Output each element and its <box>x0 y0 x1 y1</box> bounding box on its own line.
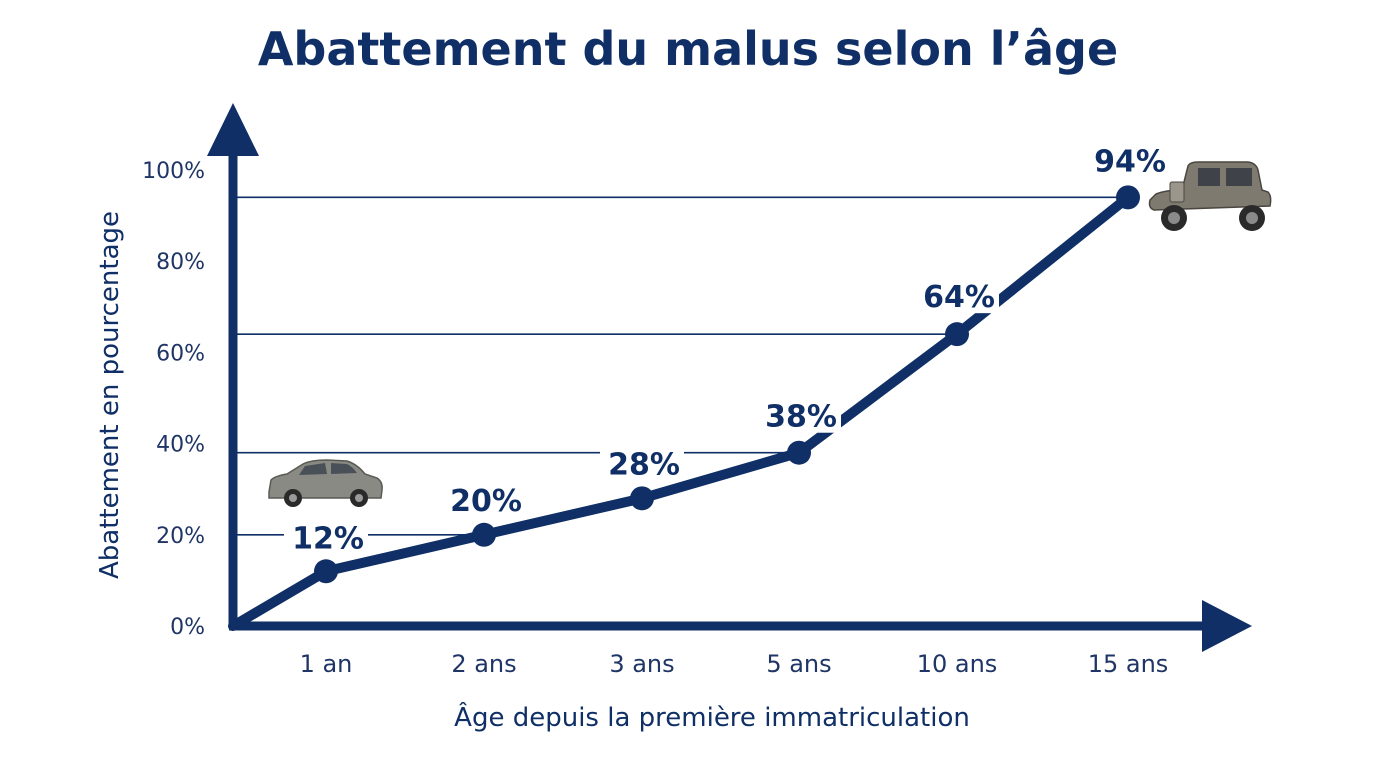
data-label-background <box>1086 141 1170 178</box>
y-tick-labels: 0% 20% 40% 60% 80% 100% <box>142 159 205 640</box>
y-tick-label: 100% <box>142 159 205 184</box>
x-tick-label: 1 an <box>300 650 353 678</box>
x-tick-label: 15 ans <box>1088 650 1169 678</box>
data-label: 12% <box>292 521 364 556</box>
modern-car-icon <box>268 459 383 507</box>
x-tick-label: 3 ans <box>609 650 674 678</box>
y-tick-label: 60% <box>156 341 205 366</box>
data-label-background <box>600 444 684 481</box>
data-point <box>1116 185 1140 210</box>
y-axis-title: Abattement en pourcentage <box>95 211 125 579</box>
chart-title: Abattement du malus selon l’âge <box>257 22 1119 76</box>
y-tick-label: 40% <box>156 433 205 458</box>
y-tick-label: 20% <box>156 524 205 549</box>
x-tick-labels: 1 an 2 ans 3 ans 5 ans 10 ans 15 ans <box>300 650 1169 678</box>
data-label: 94% <box>1094 144 1166 179</box>
data-point <box>314 559 338 584</box>
data-label: 20% <box>450 484 522 519</box>
y-axis-arrow <box>207 103 259 156</box>
data-label-background <box>442 480 526 517</box>
reference-lines <box>233 196 1128 536</box>
series-line <box>228 192 1133 631</box>
data-label: 64% <box>923 280 995 315</box>
x-axis-arrow <box>1202 600 1252 652</box>
x-axis-title: Âge depuis la première immatriculation <box>454 701 970 733</box>
data-point <box>945 322 969 347</box>
data-point <box>472 522 496 547</box>
data-points <box>314 185 1140 584</box>
data-label-background <box>757 396 841 433</box>
data-label-background <box>915 277 999 314</box>
data-point <box>630 486 654 511</box>
x-tick-label: 5 ans <box>766 650 831 678</box>
data-label-background <box>284 518 368 555</box>
data-label: 38% <box>765 400 837 435</box>
y-tick-label: 80% <box>156 250 205 275</box>
data-labels: 12% 20% 28% 38% 64% 94% <box>284 141 1170 556</box>
data-point <box>787 440 811 465</box>
x-tick-label: 2 ans <box>451 650 516 678</box>
x-tick-label: 10 ans <box>917 650 998 678</box>
vintage-car-icon <box>1148 161 1272 231</box>
y-tick-label: 0% <box>170 615 205 640</box>
data-label: 28% <box>608 447 680 482</box>
